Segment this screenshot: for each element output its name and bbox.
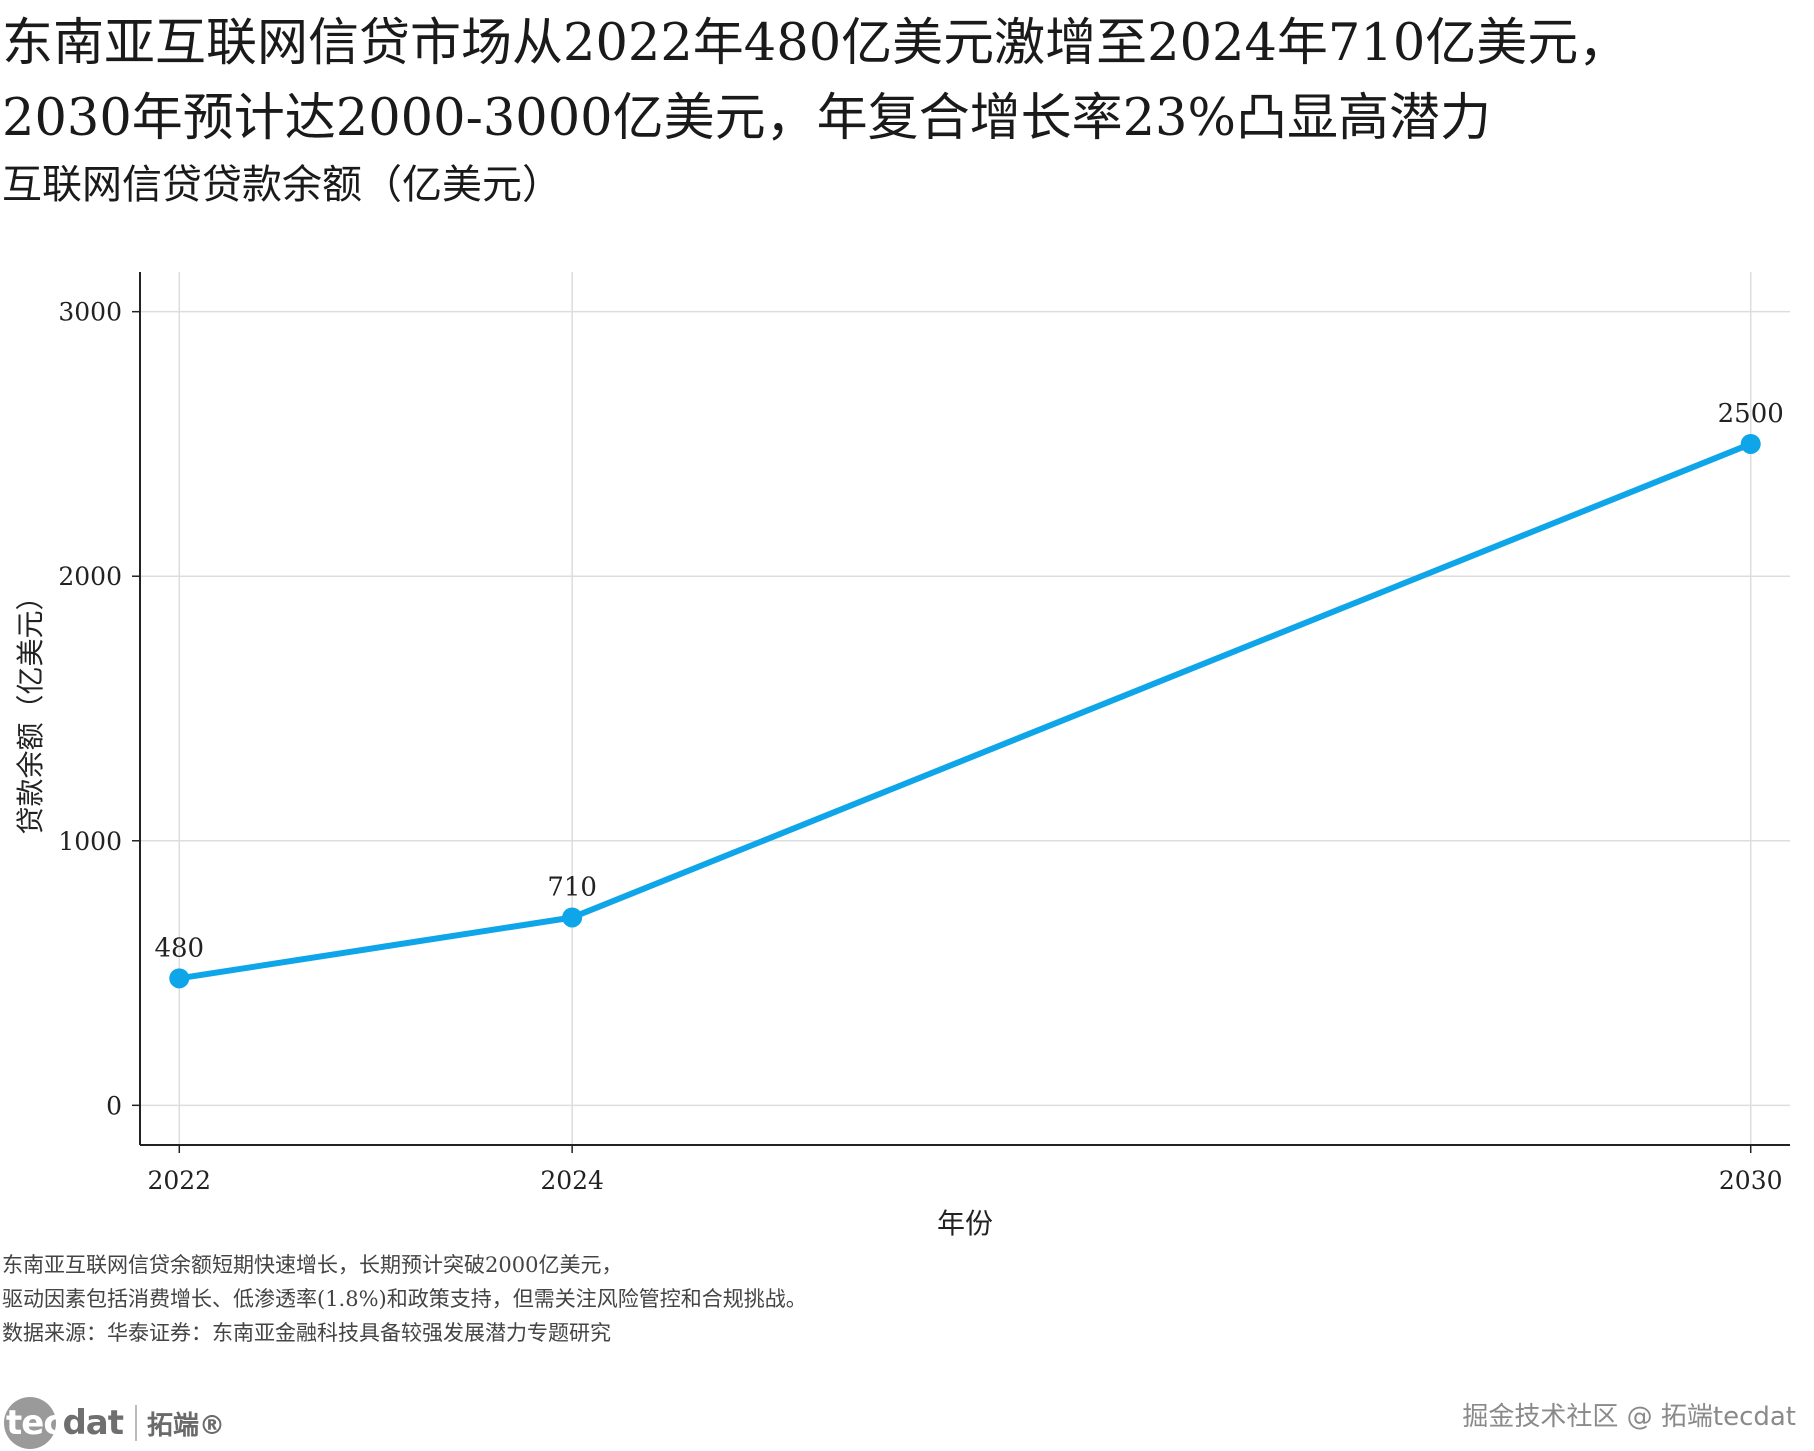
series-line xyxy=(176,440,1754,982)
title-line-1: 东南亚互联网信贷市场从2022年480亿美元激增至2024年710亿美元， xyxy=(2,14,1630,73)
title-line-2: 2030年预计达2000-3000亿美元，年复合增长率23%凸显高潜力 xyxy=(2,89,1491,148)
note-line-2: 驱动因素包括消费增长、低渗透率(1.8%)和政策支持，但需关注风险管控和合规挑战… xyxy=(2,1287,807,1311)
chart-subtitle: 互联网信贷贷款余额（亿美元） xyxy=(2,162,562,208)
x-axis-title: 年份 xyxy=(937,1207,993,1240)
note-line-1: 东南亚互联网信贷余额短期快速增长，长期预计突破2000亿美元， xyxy=(2,1253,623,1277)
data-label: 480 xyxy=(154,933,204,963)
x-tick-label: 2022 xyxy=(147,1166,211,1195)
brand-logo: tecdat 拓端® xyxy=(4,1396,225,1450)
series-layer xyxy=(169,433,1761,989)
y-axis-title: 贷款余额（亿美元） xyxy=(14,582,47,834)
y-tick-label: 3000 xyxy=(58,298,122,327)
y-tick-label: 1000 xyxy=(58,827,122,856)
x-tick-label: 2030 xyxy=(1719,1166,1783,1195)
logo-tec: tec xyxy=(6,1403,63,1443)
logo-wordmark: tecdat xyxy=(6,1403,124,1443)
y-tick-label: 0 xyxy=(106,1091,122,1120)
data-point xyxy=(1740,433,1761,454)
chart-title: 东南亚互联网信贷市场从2022年480亿美元激增至2024年710亿美元， 20… xyxy=(2,6,1792,156)
axis-layer: 0 1000 2000 3000 2022 2024 2030 年份 贷款余额（亿美元） xyxy=(14,272,1790,1240)
logo-dat: dat xyxy=(62,1403,124,1443)
data-source: 数据来源：华泰证券：东南亚金融科技具备较强发展潜力专题研究 xyxy=(2,1321,611,1345)
logo-chinese-name: 拓端® xyxy=(147,1410,226,1441)
y-tick-label: 2000 xyxy=(58,562,122,591)
grid-layer xyxy=(140,272,1790,1145)
x-tick-label: 2024 xyxy=(540,1166,604,1195)
watermark: 掘金技术社区 @ 拓端tecdat xyxy=(1462,1402,1796,1432)
label-layer: 480 710 2500 xyxy=(154,399,1783,963)
chart-notes: 东南亚互联网信贷余额短期快速增长，长期预计突破2000亿美元， 驱动因素包括消费… xyxy=(2,1248,807,1350)
data-label: 710 xyxy=(547,872,597,902)
logo-divider xyxy=(135,1405,138,1441)
logo-circle xyxy=(4,1397,56,1449)
data-point xyxy=(169,968,190,989)
data-point xyxy=(562,907,583,928)
data-label: 2500 xyxy=(1718,399,1784,429)
